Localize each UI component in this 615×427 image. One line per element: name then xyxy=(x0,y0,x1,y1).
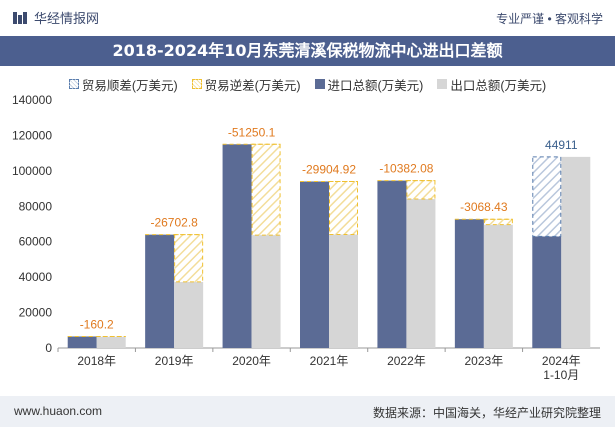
deficit-bar xyxy=(406,180,436,200)
import-bar xyxy=(532,236,562,348)
x-tick-label: 2024年 1-10月 xyxy=(542,354,581,382)
export-bar xyxy=(251,235,281,348)
deficit-value-label: -160.2 xyxy=(80,317,114,331)
top-bar: 华经情报网 专业严谨 • 客观科学 xyxy=(0,0,615,36)
chart-title: 2018-2024年10月东莞清溪保税物流中心进出口差额 xyxy=(0,36,615,66)
y-tick-label: 140000 xyxy=(12,94,52,107)
x-tick-label: 2019年 xyxy=(155,354,194,368)
import-bar xyxy=(222,144,252,348)
deficit-value-label: -51250.1 xyxy=(228,125,276,139)
brand-name: 华经情报网 xyxy=(34,11,100,26)
import-bar xyxy=(454,219,484,348)
x-tick-label: 2020年 xyxy=(232,354,271,368)
import-bar xyxy=(145,234,175,348)
legend-swatch-export xyxy=(437,79,448,89)
deficit-value-label: -29904.92 xyxy=(302,162,356,176)
deficit-value-label: -26702.8 xyxy=(150,216,198,230)
deficit-value-label: -3068.43 xyxy=(460,200,508,214)
surplus-value-label: 44911 xyxy=(545,138,578,152)
legend-item-import: 进口总额(万美元) xyxy=(314,74,424,94)
deficit-bar xyxy=(251,143,281,236)
deficit-value-label: -10382.08 xyxy=(379,162,433,176)
export-bar xyxy=(329,234,358,348)
export-bar xyxy=(96,336,126,348)
export-bar xyxy=(483,224,513,348)
legend-label-export: 出口总额(万美元) xyxy=(450,78,547,93)
legend-item-deficit: 贸易逆差(万美元) xyxy=(191,74,301,94)
surplus-bar xyxy=(532,156,562,237)
deficit-bar xyxy=(174,234,204,283)
chart-legend: 贸易顺差(万美元) 贸易逆差(万美元) 进口总额(万美元) 出口总额(万美元) xyxy=(0,74,615,94)
brand-logo-icon xyxy=(13,11,27,24)
footer: www.huaon.com 数据来源：中国海关，华经产业研究院整理 xyxy=(0,396,615,427)
deficit-bar xyxy=(329,180,358,235)
x-tick-label: 2023年 xyxy=(465,354,504,368)
import-bar xyxy=(300,181,329,348)
import-bar xyxy=(377,180,407,348)
legend-label-import: 进口总额(万美元) xyxy=(327,78,424,93)
import-bar xyxy=(67,336,97,348)
y-tick-label: 120000 xyxy=(12,128,52,142)
export-bar xyxy=(406,199,436,348)
y-tick-label: 100000 xyxy=(12,164,52,178)
deficit-bar xyxy=(483,218,513,226)
brand: 华经情报网 xyxy=(12,8,99,27)
legend-item-surplus: 贸易顺差(万美元) xyxy=(68,74,178,94)
footer-source: 数据来源：中国海关，华经产业研究院整理 xyxy=(372,406,601,420)
x-tick-label: 2022年 xyxy=(387,354,426,368)
export-bar xyxy=(561,156,591,348)
legend-swatch-surplus xyxy=(68,79,79,89)
slogan: 专业严谨 • 客观科学 xyxy=(496,12,603,26)
y-tick-label: 0 xyxy=(45,341,52,355)
export-bar xyxy=(174,281,204,348)
x-tick-label: 2021年 xyxy=(310,354,349,368)
legend-label-surplus: 贸易顺差(万美元) xyxy=(81,78,178,93)
bar-chart: 0 20000 40000 60000 80000 100000 120000 140000 2… xyxy=(12,94,600,382)
y-tick-label: 20000 xyxy=(19,306,53,320)
x-tick-label: 2018年 xyxy=(77,354,116,368)
y-tick-label: 80000 xyxy=(19,199,53,213)
y-tick-label: 60000 xyxy=(19,235,53,249)
legend-label-deficit: 贸易逆差(万美元) xyxy=(204,78,301,93)
legend-item-export: 出口总额(万美元) xyxy=(437,74,546,94)
y-tick-label: 40000 xyxy=(19,270,53,284)
legend-swatch-deficit xyxy=(191,79,202,89)
legend-swatch-import xyxy=(314,79,325,89)
footer-url: www.huaon.com xyxy=(14,404,103,418)
